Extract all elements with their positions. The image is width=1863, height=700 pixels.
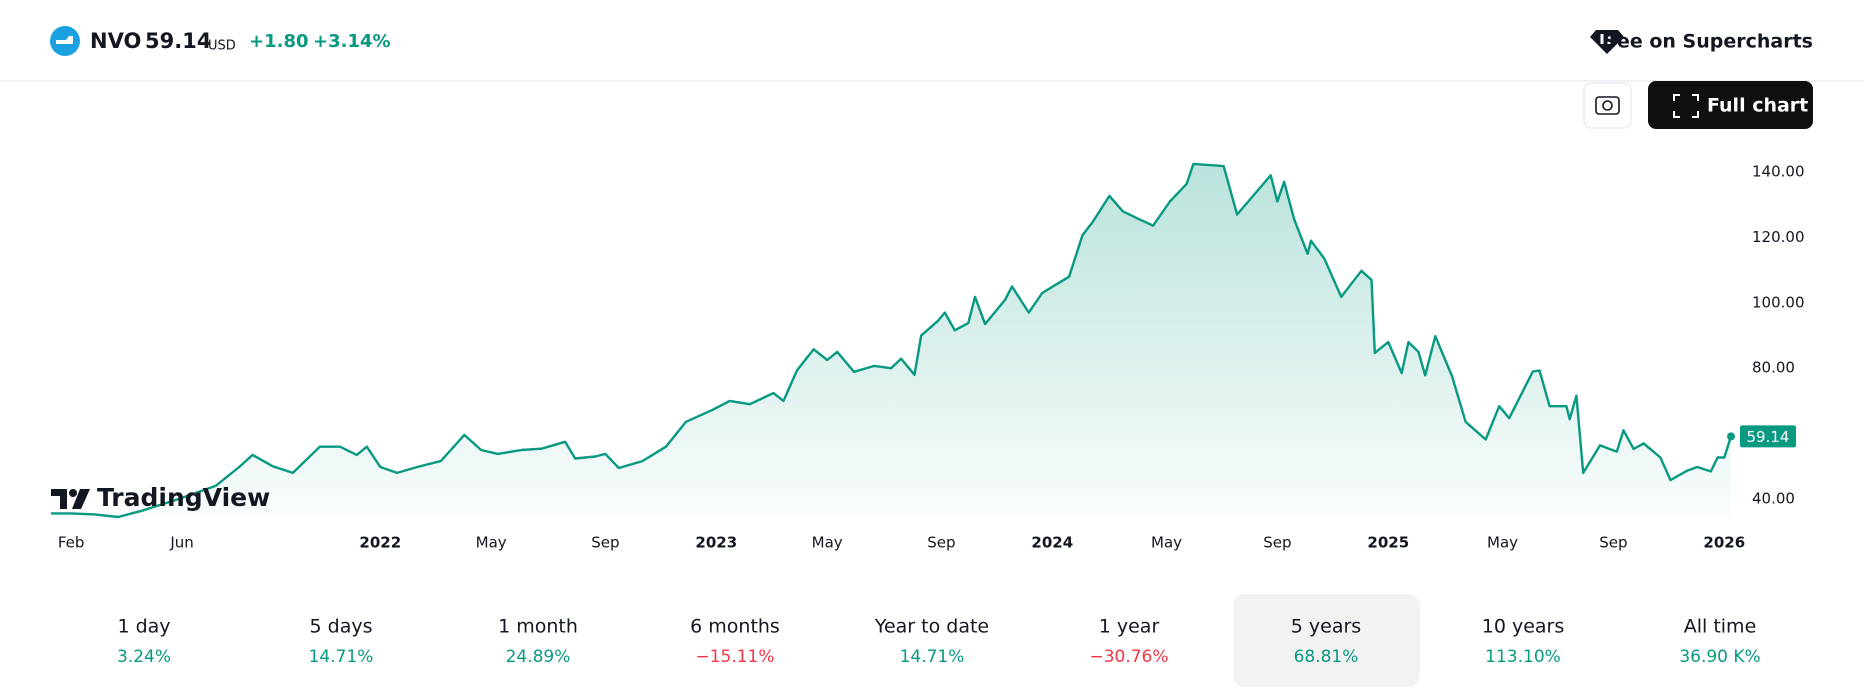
y-tick-label: 140.00 — [1752, 163, 1805, 181]
x-tick-label: Sep — [927, 534, 955, 552]
x-tick-label: May — [1151, 534, 1182, 552]
supercharts-icon — [1590, 30, 1624, 54]
full-chart-label: Full chart — [1707, 95, 1808, 117]
camera-lens — [1602, 100, 1613, 111]
period-button[interactable]: 10 years 113.10% — [1482, 616, 1565, 668]
change-percent: +3.14% — [313, 31, 391, 52]
x-tick-label: 2023 — [695, 534, 737, 552]
symbol-icon-shape — [56, 36, 73, 44]
x-tick-label: May — [476, 534, 507, 552]
period-button[interactable]: 1 day 3.24% — [117, 616, 171, 668]
x-tick-label: Sep — [591, 534, 619, 552]
period-change: 113.10% — [1485, 647, 1561, 667]
period-change: 14.71% — [309, 647, 374, 667]
symbol[interactable]: NVO — [90, 29, 141, 53]
screenshot-button[interactable] — [1583, 82, 1632, 129]
period-label: 5 days — [310, 616, 373, 638]
y-tick-label: 100.00 — [1752, 293, 1805, 311]
y-tick-label: 120.00 — [1752, 228, 1805, 246]
period-selected-bg — [1233, 594, 1420, 687]
period-change: 14.71% — [900, 647, 965, 667]
x-tick-label: Sep — [1263, 534, 1291, 552]
logo-bar — [51, 489, 67, 509]
logo-slash — [72, 489, 90, 509]
period-label: Year to date — [874, 616, 989, 638]
watermark-text: TradingView — [97, 483, 270, 512]
logo-dot — [69, 489, 77, 497]
period-change: 36.90 K% — [1679, 647, 1760, 667]
period-button[interactable]: 5 years 68.81% — [1291, 616, 1361, 668]
period-button[interactable]: Year to date 14.71% — [874, 616, 989, 668]
change: +1.80 — [249, 31, 309, 52]
period-button[interactable]: 5 days 14.71% — [309, 616, 374, 668]
full-chart-button[interactable] — [1648, 81, 1813, 129]
period-change: −30.76% — [1089, 647, 1168, 667]
x-tick-label: Feb — [58, 534, 85, 552]
period-change: −15.11% — [695, 647, 774, 667]
x-tick-label: 2024 — [1031, 534, 1073, 552]
supercharts-icon-detail — [1600, 34, 1611, 44]
period-button[interactable]: 1 month 24.89% — [498, 616, 578, 668]
y-tick-label: 80.00 — [1752, 359, 1795, 377]
x-tick-label: 2022 — [359, 534, 401, 552]
last-price-badge — [1740, 425, 1796, 448]
x-tick-label: Sep — [1599, 534, 1627, 552]
period-button[interactable]: All time 36.90 K% — [1679, 616, 1760, 668]
x-tick-label: 2025 — [1367, 534, 1409, 552]
period-button[interactable]: 6 months −15.11% — [690, 616, 780, 668]
periods: 1 day 3.24% 5 days 14.71% 1 month 24.89% 6 mon… — [117, 594, 1761, 687]
y-tick-label: 40.00 — [1752, 490, 1795, 508]
last-price-label: 59.14 — [1747, 428, 1790, 446]
camera-icon — [1595, 96, 1620, 115]
period-change: 3.24% — [117, 647, 171, 667]
plot: 40.00 80.00 100.00 120.00 140.00 Feb Jun 2022 Ma… — [51, 163, 1805, 552]
currency: USD — [208, 39, 236, 54]
x-tick-label: Jun — [169, 534, 193, 552]
period-label: 1 month — [498, 616, 578, 638]
period-label: 1 year — [1099, 616, 1160, 638]
last-point — [1727, 432, 1735, 441]
x-tick-label: May — [1487, 534, 1518, 552]
period-button[interactable]: 1 year −30.76% — [1089, 616, 1168, 668]
period-label: 10 years — [1482, 616, 1565, 638]
x-tick-label: May — [812, 534, 843, 552]
x-tick-label: 2026 — [1703, 534, 1745, 552]
tradingview-logo: TradingView — [51, 483, 270, 512]
price: 59.14 — [145, 29, 211, 53]
period-label: 6 months — [690, 616, 780, 638]
period-label: 5 years — [1291, 616, 1361, 638]
period-change: 24.89% — [506, 647, 571, 667]
fullscreen-icon — [1673, 94, 1699, 118]
period-change: 68.81% — [1294, 647, 1359, 667]
price-line — [51, 162, 1733, 519]
period-label: 1 day — [117, 616, 170, 638]
supercharts-link[interactable]: See on Supercharts — [1603, 31, 1813, 53]
area-fill — [51, 163, 1731, 517]
period-label: All time — [1684, 616, 1757, 638]
